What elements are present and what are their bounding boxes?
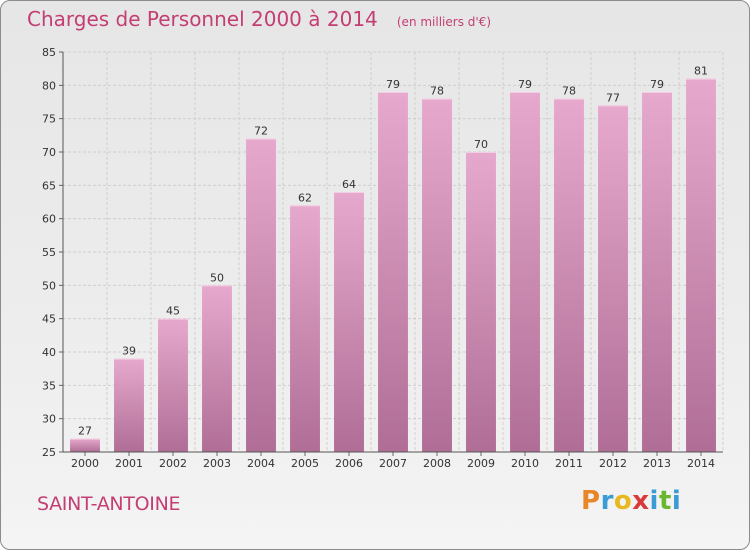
bar-layer [70,78,716,453]
label-layer: 27 39 45 50 72 62 64 79 78 70 79 78 77 79 81 [78,65,708,438]
bar-2004 [246,138,276,452]
x-tick-label: 2014 [687,457,715,470]
y-tick-label: 40 [42,346,56,359]
x-tick-label: 2012 [599,457,627,470]
y-tick-label: 70 [42,146,56,159]
logo-letter: P [581,486,601,516]
chart-title-row: Charges de Personnel 2000 à 2014 (en mil… [27,7,491,31]
y-tick-label: 75 [42,113,56,126]
bar-2007 [378,92,408,452]
y-tick-label: 25 [42,446,56,459]
bar-2011 [554,98,584,453]
value-label: 70 [474,138,488,151]
logo-letter: x [632,486,650,516]
x-tick-label: 2013 [643,457,671,470]
value-label: 62 [298,191,312,204]
x-tick-label: 2004 [247,457,275,470]
y-tick-label: 50 [42,279,56,292]
bar-2003 [202,285,232,452]
proxiti-logo: Proxiti [581,486,681,516]
value-label: 78 [430,85,444,98]
x-tick-label: 2006 [335,457,363,470]
bar-2010 [510,92,540,452]
value-label: 79 [650,78,664,91]
bar-2006 [334,192,364,452]
value-label: 39 [122,345,136,358]
x-tick-label: 2009 [467,457,495,470]
y-tick-label: 30 [42,413,56,426]
value-label: 27 [78,425,92,438]
chart-subtitle: (en milliers d'€) [396,15,491,29]
x-tick-label: 2002 [159,457,187,470]
bar-2008 [422,98,452,453]
bar-2013 [642,92,672,452]
bar-2005 [290,205,320,452]
x-tick-label: 2007 [379,457,407,470]
y-tick-label: 80 [42,79,56,92]
x-tick-label: 2000 [71,457,99,470]
x-tick-label: 2010 [511,457,539,470]
bar-2012 [598,105,628,452]
y-tick-label: 85 [42,46,56,59]
value-label: 45 [166,305,180,318]
y-tick-label: 60 [42,213,56,226]
bar-2000 [70,438,100,452]
logo-letter: t [658,486,672,516]
value-label: 78 [562,85,576,98]
value-label: 79 [386,78,400,91]
bar-2001 [114,358,144,452]
x-tick-label: 2011 [555,457,583,470]
logo-letter: i [671,486,682,516]
bar-2009 [466,152,496,452]
location-name: SAINT-ANTOINE [37,493,181,515]
y-tick-label: 55 [42,246,56,259]
value-label: 64 [342,178,356,191]
y-tick-label: 45 [42,313,56,326]
value-label: 72 [254,125,268,138]
logo-letter: i [649,486,659,516]
value-label: 50 [210,271,224,284]
value-label: 77 [606,91,620,104]
x-tick-label: 2008 [423,457,451,470]
x-tick-label: 2001 [115,457,143,470]
x-tick-label: 2003 [203,457,231,470]
chart-title: Charges de Personnel 2000 à 2014 [27,7,378,31]
logo-letter: o [613,486,633,516]
y-tick-label: 65 [42,179,56,192]
bar-2002 [158,318,188,452]
axis-layer: 25 30 35 40 45 50 55 60 65 70 75 80 85 2000 2001 2002 20… [42,46,723,470]
x-tick-label: 2005 [291,457,319,470]
value-label: 81 [694,65,708,78]
y-tick-label: 35 [42,379,56,392]
logo-letter: r [600,486,614,516]
bar-2014 [686,78,716,453]
value-label: 79 [518,78,532,91]
